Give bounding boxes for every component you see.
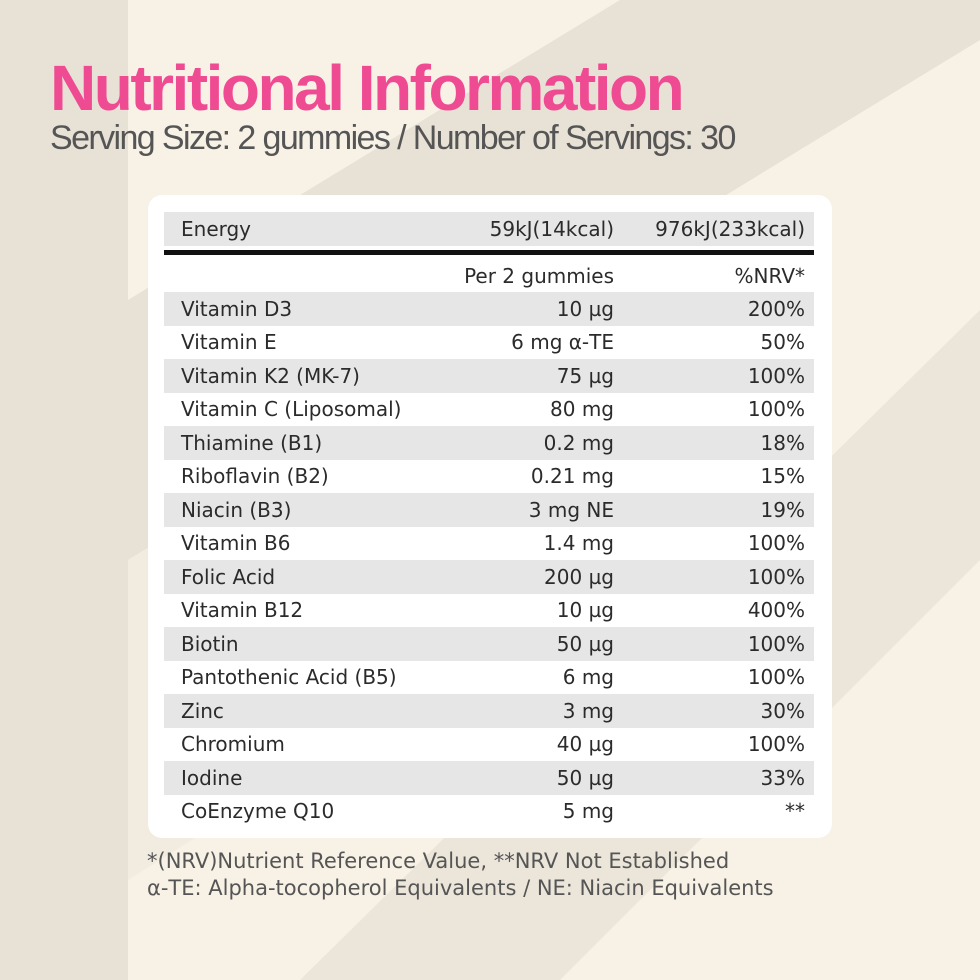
energy-row: Energy 59kJ(14kcal) 976kJ(233kcal)	[164, 212, 814, 246]
table-row: Vitamin B12 10 µg 400%	[164, 594, 814, 628]
nutrient-amount: 50 µg	[556, 631, 614, 656]
nutrition-table: Energy 59kJ(14kcal) 976kJ(233kcal) Per 2…	[164, 212, 814, 828]
nutrient-nrv: 100%	[747, 397, 805, 422]
energy-per-100g: 976kJ(233kcal)	[655, 217, 805, 241]
nutrient-name: Pantothenic Acid (B5)	[181, 665, 397, 690]
nutrient-name: Biotin	[181, 631, 239, 656]
nutrient-amount: 1.4 mg	[543, 531, 614, 556]
footnote: *(NRV)Nutrient Reference Value, **NRV No…	[147, 849, 730, 873]
nutrient-name: Zinc	[181, 698, 224, 723]
table-header: Per 2 gummies %NRV*	[164, 260, 814, 292]
nutrient-amount: 200 µg	[544, 564, 614, 589]
nutrient-amount: 3 mg NE	[528, 497, 614, 522]
nutrient-name: Vitamin D3	[181, 296, 293, 321]
table-row: Vitamin E 6 mg α-TE 50%	[164, 326, 814, 360]
nutrient-name: Vitamin K2 (MK-7)	[181, 363, 360, 388]
nutrition-table-card: Energy 59kJ(14kcal) 976kJ(233kcal) Per 2…	[148, 195, 832, 838]
nutrient-nrv: 100%	[747, 665, 805, 690]
energy-per-serving: 59kJ(14kcal)	[489, 217, 614, 241]
energy-label: Energy	[181, 217, 252, 241]
nutrient-nrv: 100%	[747, 631, 805, 656]
table-row: Zinc 3 mg 30%	[164, 694, 814, 728]
table-row: Vitamin C (Liposomal) 80 mg 100%	[164, 393, 814, 427]
table-row: Folic Acid 200 µg 100%	[164, 560, 814, 594]
table-row: Iodine 50 µg 33%	[164, 761, 814, 795]
nutrient-nrv: 30%	[760, 698, 805, 723]
table-row: Vitamin B6 1.4 mg 100%	[164, 527, 814, 561]
nutrient-nrv: 100%	[747, 564, 805, 589]
table-row: Riboflavin (B2) 0.21 mg 15%	[164, 460, 814, 494]
nutrient-nrv: 18%	[760, 430, 805, 455]
table-row: Vitamin D3 10 µg 200%	[164, 292, 814, 326]
nutrient-name: Niacin (B3)	[181, 497, 292, 522]
nutrient-amount: 5 mg	[562, 799, 614, 824]
nutrient-name: Folic Acid	[181, 564, 276, 589]
nutrient-nrv: 100%	[747, 531, 805, 556]
nutrient-name: Riboflavin (B2)	[181, 464, 329, 489]
nutrient-nrv: 33%	[760, 765, 805, 790]
nutrient-nrv: **	[785, 799, 805, 824]
nutrient-nrv: 200%	[747, 296, 805, 321]
table-row: CoEnzyme Q10 5 mg **	[164, 795, 814, 829]
nutrient-name: Chromium	[181, 732, 285, 757]
table-row: Biotin 50 µg 100%	[164, 627, 814, 661]
footnotes: *(NRV)Nutrient Reference Value, **NRV No…	[147, 848, 774, 902]
nutrient-amount: 0.2 mg	[543, 430, 614, 455]
nutrient-amount: 6 mg	[562, 665, 614, 690]
nutrient-amount: 50 µg	[556, 765, 614, 790]
nutrient-name: Vitamin B6	[181, 531, 291, 556]
nutrient-nrv: 15%	[760, 464, 805, 489]
nutrient-nrv: 50%	[760, 330, 805, 355]
nutrient-amount: 75 µg	[556, 363, 614, 388]
nutrient-name: Vitamin B12	[181, 598, 304, 623]
nutrient-amount: 40 µg	[556, 732, 614, 757]
nutrient-name: Iodine	[181, 765, 243, 790]
nutrient-amount: 10 µg	[556, 598, 614, 623]
nutrient-amount: 3 mg	[562, 698, 614, 723]
nutrient-name: Vitamin E	[181, 330, 277, 355]
nutrient-amount: 10 µg	[556, 296, 614, 321]
footnote: α-TE: Alpha-tocopherol Equivalents / NE:…	[147, 876, 774, 900]
table-row: Pantothenic Acid (B5) 6 mg 100%	[164, 661, 814, 695]
nutrient-amount: 0.21 mg	[530, 464, 614, 489]
divider	[164, 250, 814, 255]
header-nrv: %NRV*	[734, 264, 805, 288]
table-row: Thiamine (B1) 0.2 mg 18%	[164, 426, 814, 460]
nutrient-name: Thiamine (B1)	[181, 430, 323, 455]
nutrient-nrv: 19%	[760, 497, 805, 522]
header-per-serving: Per 2 gummies	[464, 264, 614, 288]
table-row: Vitamin K2 (MK-7) 75 µg 100%	[164, 359, 814, 393]
nutrient-name: CoEnzyme Q10	[181, 799, 335, 824]
nutrient-name: Vitamin C (Liposomal)	[181, 397, 402, 422]
table-row: Niacin (B3) 3 mg NE 19%	[164, 493, 814, 527]
nutrient-amount: 80 mg	[550, 397, 614, 422]
page-title: Nutritional Information	[50, 52, 685, 124]
table-row: Chromium 40 µg 100%	[164, 728, 814, 762]
nutrient-nrv: 100%	[747, 732, 805, 757]
nutrient-nrv: 400%	[747, 598, 805, 623]
nutrient-amount: 6 mg α-TE	[511, 330, 614, 355]
nutrient-nrv: 100%	[747, 363, 805, 388]
serving-info: Serving Size: 2 gummies / Number of Serv…	[50, 119, 736, 157]
